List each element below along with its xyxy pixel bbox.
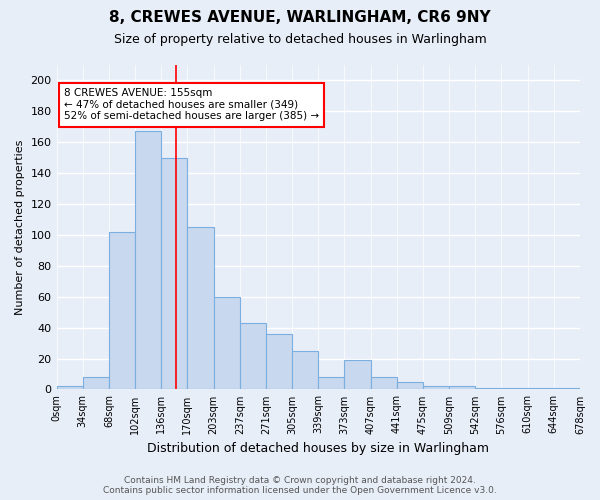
Text: Contains HM Land Registry data © Crown copyright and database right 2024.
Contai: Contains HM Land Registry data © Crown c… [103,476,497,495]
Text: 8 CREWES AVENUE: 155sqm
← 47% of detached houses are smaller (349)
52% of semi-d: 8 CREWES AVENUE: 155sqm ← 47% of detache… [64,88,319,122]
Bar [423,386,449,390]
Bar [187,227,214,390]
Text: Size of property relative to detached houses in Warlingham: Size of property relative to detached ho… [113,32,487,46]
Bar [135,132,161,390]
Bar [344,360,371,390]
Bar [449,386,475,390]
Bar [371,377,397,390]
Bar [397,382,423,390]
X-axis label: Distribution of detached houses by size in Warlingham: Distribution of detached houses by size … [147,442,489,455]
Bar [240,323,266,390]
Bar [292,351,318,390]
Bar [475,388,502,390]
Bar [161,158,187,390]
Bar [502,388,527,390]
Bar [554,388,580,390]
Y-axis label: Number of detached properties: Number of detached properties [15,140,25,315]
Bar [83,377,109,390]
Text: 8, CREWES AVENUE, WARLINGHAM, CR6 9NY: 8, CREWES AVENUE, WARLINGHAM, CR6 9NY [109,10,491,25]
Bar [318,377,344,390]
Bar [266,334,292,390]
Bar [56,386,83,390]
Bar [214,296,240,390]
Bar [109,232,135,390]
Bar [527,388,554,390]
